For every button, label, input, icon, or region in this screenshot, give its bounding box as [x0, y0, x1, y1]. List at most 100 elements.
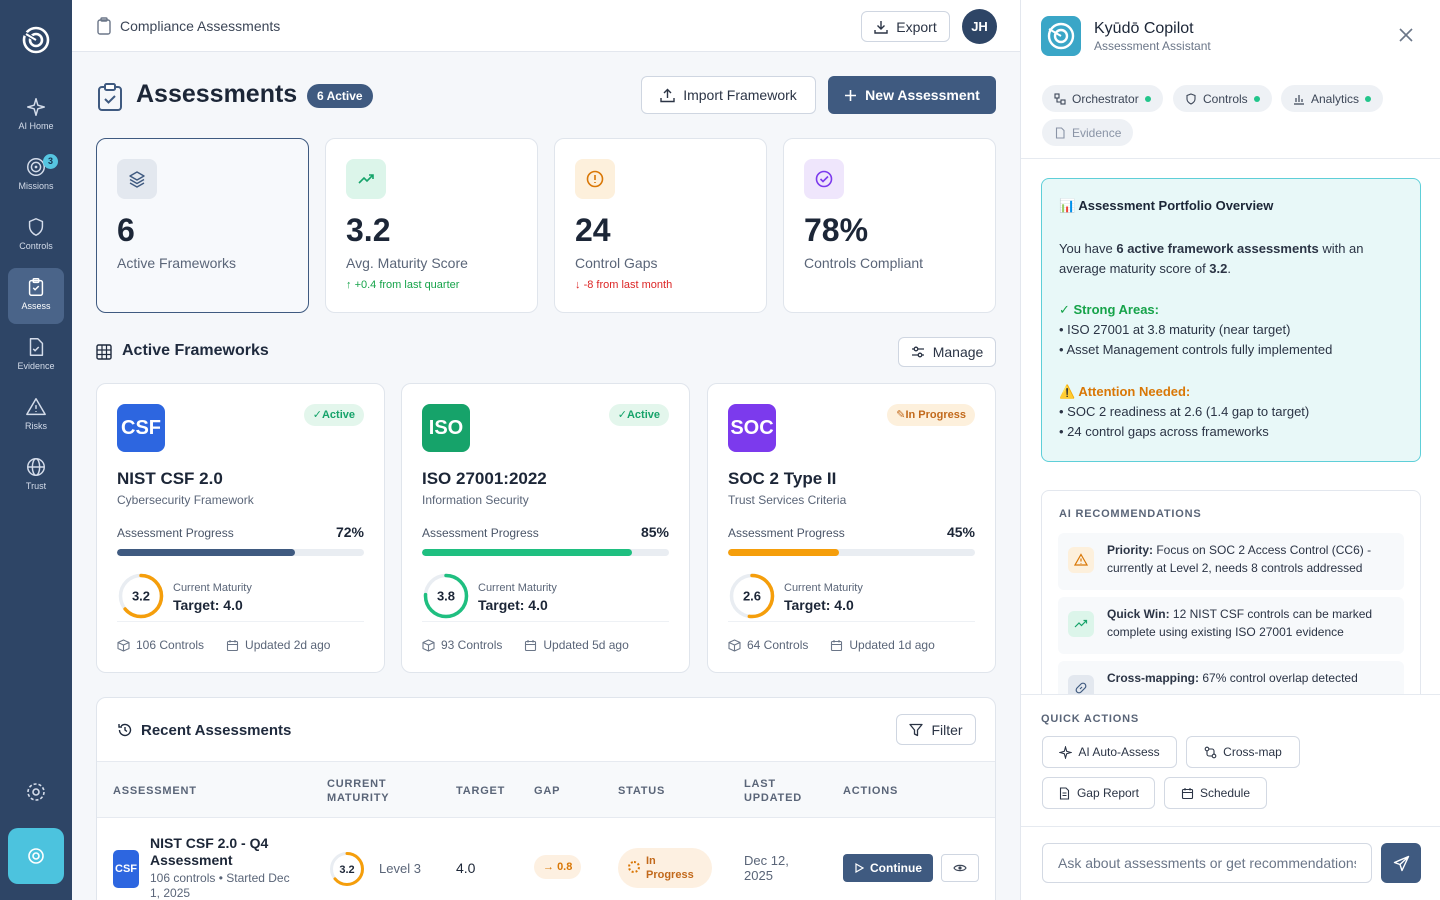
send-button[interactable]	[1381, 843, 1421, 883]
stat-value: 6	[117, 212, 135, 248]
send-icon	[1393, 855, 1409, 871]
column-header[interactable]: ASSESSMENT	[113, 785, 197, 797]
gear-icon[interactable]	[24, 780, 48, 804]
sparkle-icon	[1059, 745, 1073, 759]
progress-label: Assessment Progress	[728, 526, 845, 540]
copilot-chat-input[interactable]	[1042, 843, 1372, 883]
filter-button[interactable]: Filter	[896, 714, 976, 745]
chip-label: Orchestrator	[1072, 91, 1139, 106]
chip-label: Evidence	[1072, 125, 1122, 140]
copilot-logo	[1041, 16, 1081, 56]
framework-card[interactable]: ISO ✓Active ISO 27001:2022 Information Secu…	[401, 383, 690, 673]
recommendation-item[interactable]: Priority: Focus on SOC 2 Access Control …	[1058, 533, 1404, 590]
export-button[interactable]: Export	[861, 11, 950, 42]
controls-count: 93 Controls	[441, 638, 503, 652]
ai-recommendations-card: AI RECOMMENDATIONS Priority: Focus on SO…	[1041, 490, 1421, 710]
manage-label: Manage	[932, 344, 984, 360]
stat-label: Active Frameworks	[117, 255, 237, 271]
agent-chip-analytics[interactable]: Analytics	[1281, 85, 1384, 112]
schedule-button[interactable]: Schedule	[1164, 777, 1267, 809]
status-text: In Progress	[646, 855, 694, 881]
filter-icon	[909, 723, 924, 736]
quick-actions: QUICK ACTIONS AI Auto-Assess Cross-map G…	[1021, 694, 1440, 826]
agent-chip-controls[interactable]: Controls	[1173, 85, 1272, 112]
breadcrumb: Compliance Assessments	[120, 18, 281, 34]
recommendation-tag: Priority:	[1107, 543, 1154, 557]
gap-report-button[interactable]: Gap Report	[1042, 777, 1155, 809]
close-icon[interactable]	[1397, 26, 1415, 44]
chip-label: Analytics	[1311, 91, 1360, 106]
rail-item-controls[interactable]: Controls	[8, 208, 64, 264]
stat-card-avg-maturity[interactable]: 3.2 Avg. Maturity Score ↑ +0.4 from last…	[325, 138, 538, 313]
stat-delta: ↓ -8 from last month	[575, 279, 673, 291]
strong-area-item: • Asset Management controls fully implem…	[1059, 342, 1333, 357]
row-maturity-value: 3.2	[339, 864, 354, 876]
avatar[interactable]: JH	[962, 9, 997, 44]
plus-icon	[845, 89, 857, 101]
warning-triangle-icon	[1068, 547, 1094, 573]
recommendation-text: Quick Win: 12 NIST CSF controls can be m…	[1107, 605, 1397, 641]
last-updated: Updated 5d ago	[543, 638, 629, 652]
rail-item-label: AI Home	[18, 121, 54, 131]
progress-bar	[422, 549, 669, 556]
clipboard-icon	[97, 17, 111, 35]
framework-logo: ISO	[422, 404, 470, 452]
copilot-launcher-button[interactable]	[8, 828, 64, 884]
recommendation-item[interactable]: Quick Win: 12 NIST CSF controls can be m…	[1058, 597, 1404, 654]
framework-card[interactable]: SOC ✎In Progress SOC 2 Type II Trust Servic…	[707, 383, 996, 673]
import-framework-button[interactable]: Import Framework	[641, 76, 816, 114]
stat-value: 78%	[804, 212, 869, 248]
view-button[interactable]	[941, 854, 979, 882]
history-icon	[118, 723, 132, 737]
file-check-icon	[29, 338, 44, 356]
stat-card-control-gaps[interactable]: 24 Control Gaps ↓ -8 from last month	[554, 138, 767, 313]
online-dot	[1253, 95, 1260, 102]
status-badge: ✓Active	[303, 404, 364, 426]
recommendation-tag: Quick Win:	[1107, 607, 1170, 621]
overview-text: with an average maturity score of	[1059, 241, 1364, 276]
rail-item-assess[interactable]: Assess	[8, 268, 64, 324]
rail-item-ai-home[interactable]: AI Home	[8, 88, 64, 144]
file-text-icon	[1059, 786, 1070, 800]
trending-up-icon	[1068, 611, 1094, 637]
column-header[interactable]: TARGET	[456, 785, 506, 797]
calendar-icon	[1181, 787, 1194, 799]
framework-card[interactable]: CSF ✓Active NIST CSF 2.0 Cybersecurity Fram…	[96, 383, 385, 673]
rail-item-missions[interactable]: Missions 3	[8, 148, 64, 204]
rail-item-risks[interactable]: Risks	[8, 388, 64, 444]
framework-subtitle: Information Security	[422, 493, 529, 507]
kyudo-logo-icon[interactable]	[20, 24, 52, 56]
framework-logo: SOC	[728, 404, 776, 452]
column-header[interactable]: STATUS	[618, 785, 666, 797]
ai-auto-assess-button[interactable]: AI Auto-Assess	[1042, 736, 1177, 768]
agent-chip-orchestrator[interactable]: Orchestrator	[1042, 85, 1163, 112]
framework-name: NIST CSF 2.0	[117, 469, 223, 488]
rail-item-trust[interactable]: Trust	[8, 448, 64, 504]
divider	[728, 621, 975, 622]
continue-button[interactable]: Continue	[843, 854, 933, 882]
new-assessment-button[interactable]: New Assessment	[828, 76, 996, 114]
copilot-panel: Kyūdō Copilot Assessment Assistant Orche…	[1020, 0, 1440, 900]
maturity-value: 3.8	[437, 589, 455, 604]
progress-percent: 85%	[640, 524, 669, 540]
column-header[interactable]: LAST UPDATED	[744, 778, 802, 804]
cross-map-button[interactable]: Cross-map	[1186, 736, 1300, 768]
progress-percent: 45%	[946, 524, 975, 540]
manage-button[interactable]: Manage	[898, 337, 996, 367]
column-header: ACTIONS	[843, 785, 899, 797]
status-text: Active	[321, 409, 355, 421]
new-assessment-label: New Assessment	[865, 87, 980, 103]
column-header[interactable]: GAP	[534, 785, 561, 797]
rail-item-evidence[interactable]: Evidence	[8, 328, 64, 384]
column-header[interactable]: CURRENT MATURITY	[327, 778, 390, 804]
progress-bar-fill	[117, 549, 295, 556]
framework-footer: 106 Controls Updated 2d ago	[117, 638, 330, 652]
agent-chip-evidence[interactable]: Evidence	[1042, 119, 1134, 146]
progress-bar-fill	[728, 549, 840, 556]
stat-card-controls-compliant[interactable]: 78% Controls Compliant	[783, 138, 996, 313]
chat-composer	[1021, 826, 1440, 900]
stat-card-active-frameworks[interactable]: 6 Active Frameworks	[96, 138, 309, 313]
strong-area-item: • ISO 27001 at 3.8 maturity (near target…	[1059, 322, 1291, 337]
row-title[interactable]: NIST CSF 2.0 - Q4 Assessment	[150, 835, 269, 868]
status-badge: ✎In Progress	[887, 404, 975, 426]
